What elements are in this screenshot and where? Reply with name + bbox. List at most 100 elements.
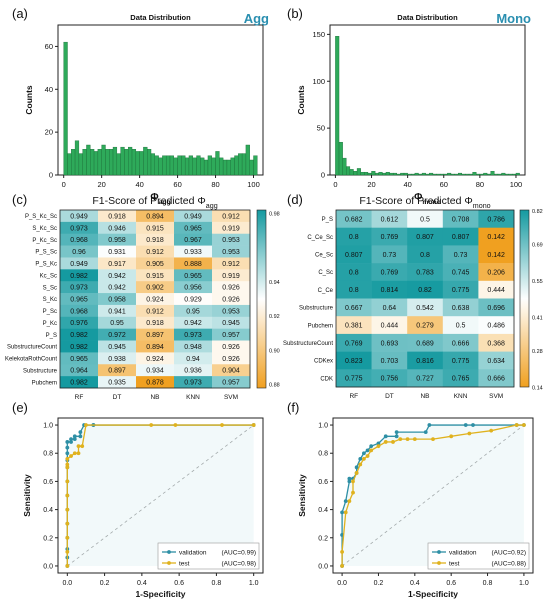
heatmap-value: 0.946 xyxy=(108,225,126,232)
heatmap-cell xyxy=(174,293,213,306)
histogram-bar xyxy=(512,173,517,176)
heatmap-value: 0.666 xyxy=(452,340,470,347)
histogram-bar xyxy=(360,171,365,176)
heatmap-cell xyxy=(336,333,372,352)
heatmap-cell xyxy=(136,364,175,377)
y-tick-label: 50 xyxy=(317,124,325,133)
heatmap-value: 0.73 xyxy=(383,252,397,259)
y-tick-label: 1.0 xyxy=(318,423,328,430)
heatmap-value: 0.703 xyxy=(381,358,399,365)
histogram-bar xyxy=(147,149,152,176)
x-tick-label: 0.2 xyxy=(100,580,110,587)
legend-series-name: test xyxy=(449,561,460,568)
heatmap-value: 0.368 xyxy=(487,340,505,347)
heatmap-cell xyxy=(98,245,137,258)
heatmap-value: 0.612 xyxy=(381,216,399,223)
roc-point-test xyxy=(220,423,224,427)
legend-box xyxy=(157,542,260,570)
heatmap-cell xyxy=(98,233,137,246)
heatmap-value: 0.95 xyxy=(110,320,124,327)
heatmap-cell xyxy=(98,352,137,365)
histogram-bar xyxy=(479,173,484,176)
heatmap-value: 0.926 xyxy=(222,297,240,304)
heatmap-cell xyxy=(174,316,213,329)
heatmap-cell xyxy=(136,304,175,318)
histogram-panel: 0 20 40 60 80 100 0 50 100 150 Data Distribution Mo… xyxy=(296,11,531,206)
roc-point-validation xyxy=(340,510,344,515)
legend-auc: (AUC=0.92) xyxy=(492,550,527,557)
heatmap-cell xyxy=(371,351,408,370)
y-axis-label: Sensitivity xyxy=(22,474,32,517)
heatmap-cell xyxy=(442,333,479,352)
heatmap-value: 0.783 xyxy=(416,269,434,276)
heatmap-value: 0.708 xyxy=(452,216,470,223)
heatmap-value: 0.918 xyxy=(146,320,164,327)
x-tick-label: 0.2 xyxy=(374,580,384,587)
column-label: NB xyxy=(420,393,429,400)
heatmap-value: 0.918 xyxy=(108,213,126,220)
histogram-bar xyxy=(371,171,376,176)
roc-point-validation xyxy=(383,434,388,439)
heatmap-value: 0.933 xyxy=(184,249,202,256)
heatmap-value: 0.894 xyxy=(146,213,164,220)
x-tick-label: 0.4 xyxy=(410,580,420,587)
heatmap-value: 0.444 xyxy=(381,323,399,330)
histogram-bar xyxy=(245,144,250,176)
row-label: P_S xyxy=(322,217,333,223)
heatmap-value: 0.823 xyxy=(345,358,363,365)
legend-series-name: test xyxy=(179,561,190,568)
roc-point-test xyxy=(343,510,348,515)
row-label: Pubchem xyxy=(32,380,57,386)
histogram-bar xyxy=(109,149,114,176)
heatmap-value: 0.976 xyxy=(70,320,88,327)
panel-letter: (d) xyxy=(287,192,303,207)
histogram-bar xyxy=(177,155,182,176)
y-tick-label: 100 xyxy=(312,77,325,86)
histogram-bar xyxy=(219,157,224,176)
heatmap-value: 0.897 xyxy=(108,368,126,375)
colorbar-tick-label: 0.28 xyxy=(532,349,543,355)
heatmap-value: 0.814 xyxy=(381,287,399,294)
heatmap-cell xyxy=(371,245,408,264)
heatmap-value: 0.965 xyxy=(184,225,202,232)
histogram-bar xyxy=(454,173,459,176)
heatmap-cell xyxy=(98,316,137,329)
legend-series-name: validation xyxy=(179,550,207,557)
histogram-bar xyxy=(241,153,247,176)
roc-point-validation xyxy=(347,479,352,484)
heatmap-cell xyxy=(371,369,408,388)
histogram-bar xyxy=(457,172,463,176)
heatmap-cell xyxy=(407,263,444,282)
heatmap-cell xyxy=(136,340,175,353)
heatmap-value: 0.689 xyxy=(416,340,434,347)
heatmap-cell xyxy=(336,227,372,246)
roc-point-validation xyxy=(69,440,73,444)
heatmap-value: 0.769 xyxy=(381,269,399,276)
histogram-bar xyxy=(143,146,148,176)
heatmap-value: 0.727 xyxy=(416,376,434,383)
heatmap-value: 0.938 xyxy=(108,356,126,363)
panel-letter: (f) xyxy=(287,400,299,415)
roc-point-test xyxy=(467,431,472,436)
column-label: DT xyxy=(385,393,394,400)
heatmap-cell xyxy=(174,340,213,353)
column-label: NB xyxy=(150,394,159,401)
histogram-bar xyxy=(338,141,343,176)
histogram-bar xyxy=(120,146,125,176)
legend-swatch-marker xyxy=(167,561,171,565)
heatmap-value: 0.919 xyxy=(222,225,240,232)
heatmap-value: 0.634 xyxy=(487,358,505,365)
heatmap-cell xyxy=(478,351,515,370)
heatmap-cell xyxy=(407,210,444,228)
heatmap-value: 0.926 xyxy=(222,344,240,351)
roc-point-test xyxy=(431,437,435,442)
histogram-bar xyxy=(400,172,405,176)
roc-point-test xyxy=(149,423,154,427)
x-tick-label: 60 xyxy=(173,180,181,189)
histogram-bar xyxy=(93,151,99,176)
x-tick-label: 1.0 xyxy=(519,580,529,587)
heatmap-title: F1-Score of Predicted Φagg xyxy=(92,195,217,210)
histogram-bar xyxy=(346,166,351,176)
histogram-bar xyxy=(200,157,205,176)
